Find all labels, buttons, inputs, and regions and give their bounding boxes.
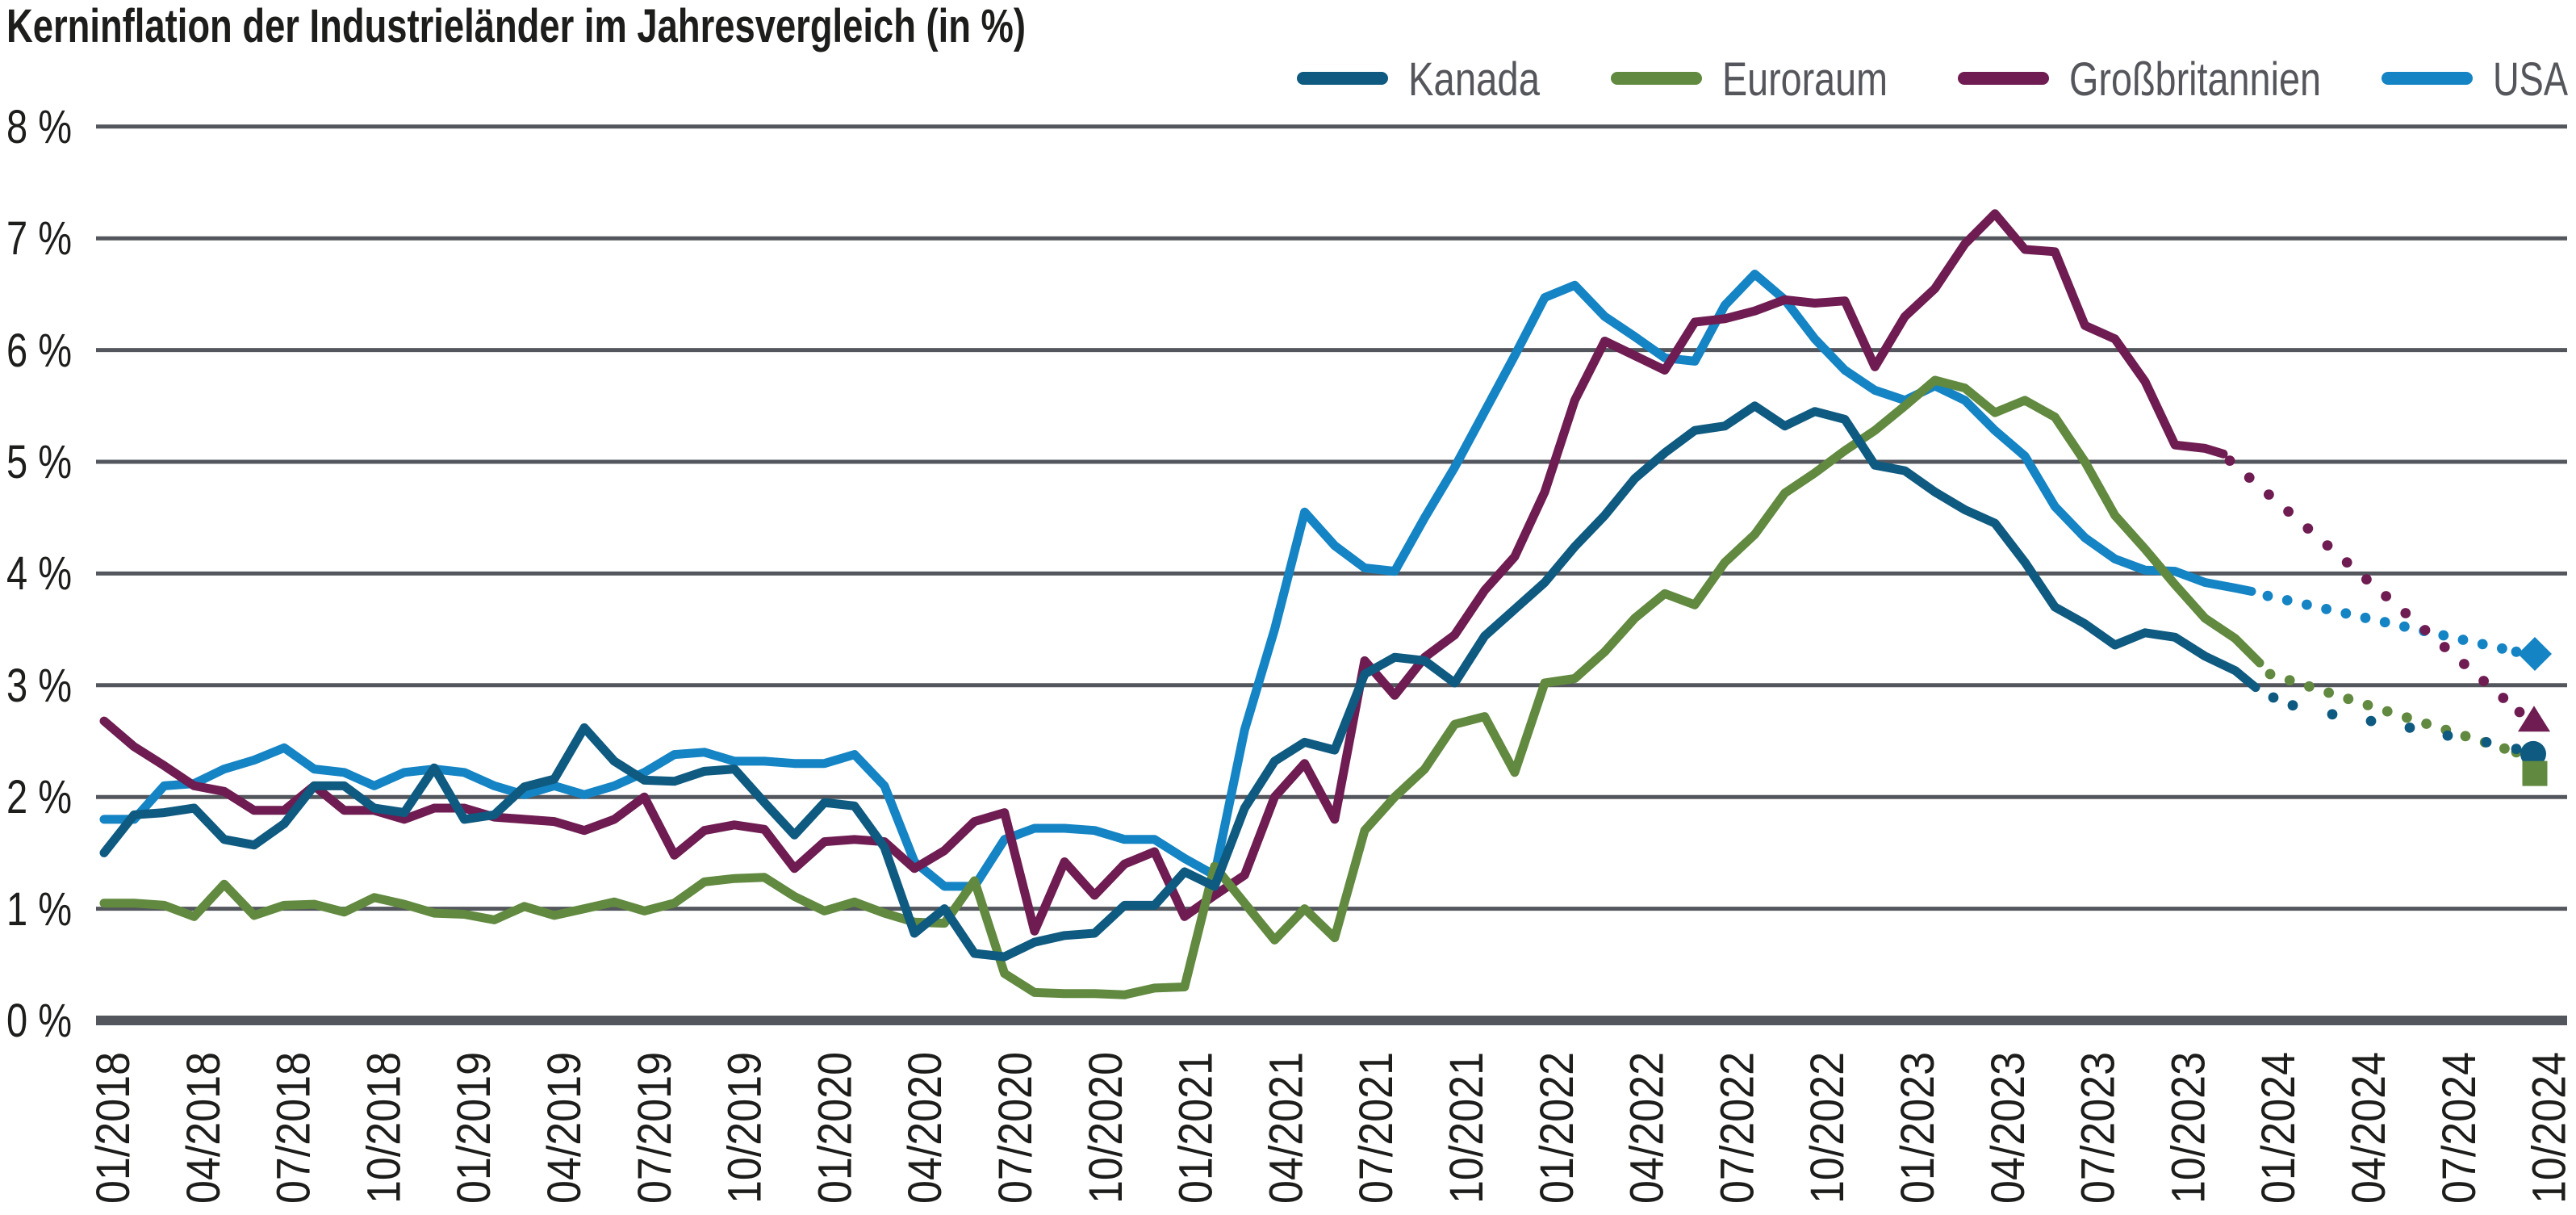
svg-text:07/2019: 07/2019 [629, 1052, 681, 1204]
svg-text:07/2018: 07/2018 [268, 1052, 320, 1204]
svg-text:07/2024: 07/2024 [2433, 1052, 2486, 1204]
svg-text:01/2019: 01/2019 [448, 1052, 500, 1204]
svg-text:04/2023: 04/2023 [1982, 1052, 2034, 1204]
svg-text:07/2023: 07/2023 [2072, 1052, 2125, 1204]
svg-text:10/2018: 10/2018 [358, 1052, 410, 1204]
svg-text:04/2020: 04/2020 [899, 1052, 951, 1204]
svg-text:10/2022: 10/2022 [1801, 1052, 1854, 1204]
svg-text:04/2021: 04/2021 [1260, 1052, 1312, 1204]
svg-text:07/2021: 07/2021 [1350, 1052, 1403, 1204]
svg-text:5 %: 5 % [6, 436, 72, 488]
svg-text:01/2021: 01/2021 [1170, 1052, 1223, 1204]
svg-text:0 %: 0 % [6, 995, 72, 1047]
svg-text:01/2018: 01/2018 [87, 1052, 140, 1204]
svg-text:04/2019: 04/2019 [538, 1052, 591, 1204]
svg-text:2 %: 2 % [6, 771, 72, 823]
svg-text:3 %: 3 % [6, 660, 72, 712]
svg-text:Euroraum: Euroraum [1722, 53, 1888, 106]
svg-text:8 %: 8 % [6, 101, 72, 153]
svg-text:10/2023: 10/2023 [2162, 1052, 2214, 1204]
svg-text:Kerninflation der Industrielän: Kerninflation der Industrieländer im Jah… [6, 0, 1026, 52]
svg-text:01/2022: 01/2022 [1531, 1052, 1583, 1204]
svg-text:10/2021: 10/2021 [1441, 1052, 1493, 1204]
svg-text:1 %: 1 % [6, 883, 72, 936]
svg-text:Kanada: Kanada [1408, 53, 1541, 106]
svg-text:4 %: 4 % [6, 547, 72, 600]
svg-text:USA: USA [2493, 53, 2568, 106]
svg-text:6 %: 6 % [6, 325, 72, 377]
svg-text:01/2023: 01/2023 [1892, 1052, 1944, 1204]
svg-text:10/2024: 10/2024 [2524, 1052, 2576, 1204]
svg-text:Großbritannien: Großbritannien [2069, 53, 2321, 106]
svg-text:7 %: 7 % [6, 212, 72, 265]
svg-text:04/2018: 04/2018 [178, 1052, 230, 1204]
svg-text:01/2020: 01/2020 [809, 1052, 861, 1204]
svg-text:04/2022: 04/2022 [1621, 1052, 1674, 1204]
svg-text:07/2020: 07/2020 [989, 1052, 1042, 1204]
svg-text:10/2019: 10/2019 [719, 1052, 772, 1204]
svg-text:07/2022: 07/2022 [1711, 1052, 1763, 1204]
svg-text:10/2020: 10/2020 [1080, 1052, 1132, 1204]
svg-text:01/2024: 01/2024 [2252, 1052, 2305, 1204]
svg-text:04/2024: 04/2024 [2343, 1052, 2395, 1204]
